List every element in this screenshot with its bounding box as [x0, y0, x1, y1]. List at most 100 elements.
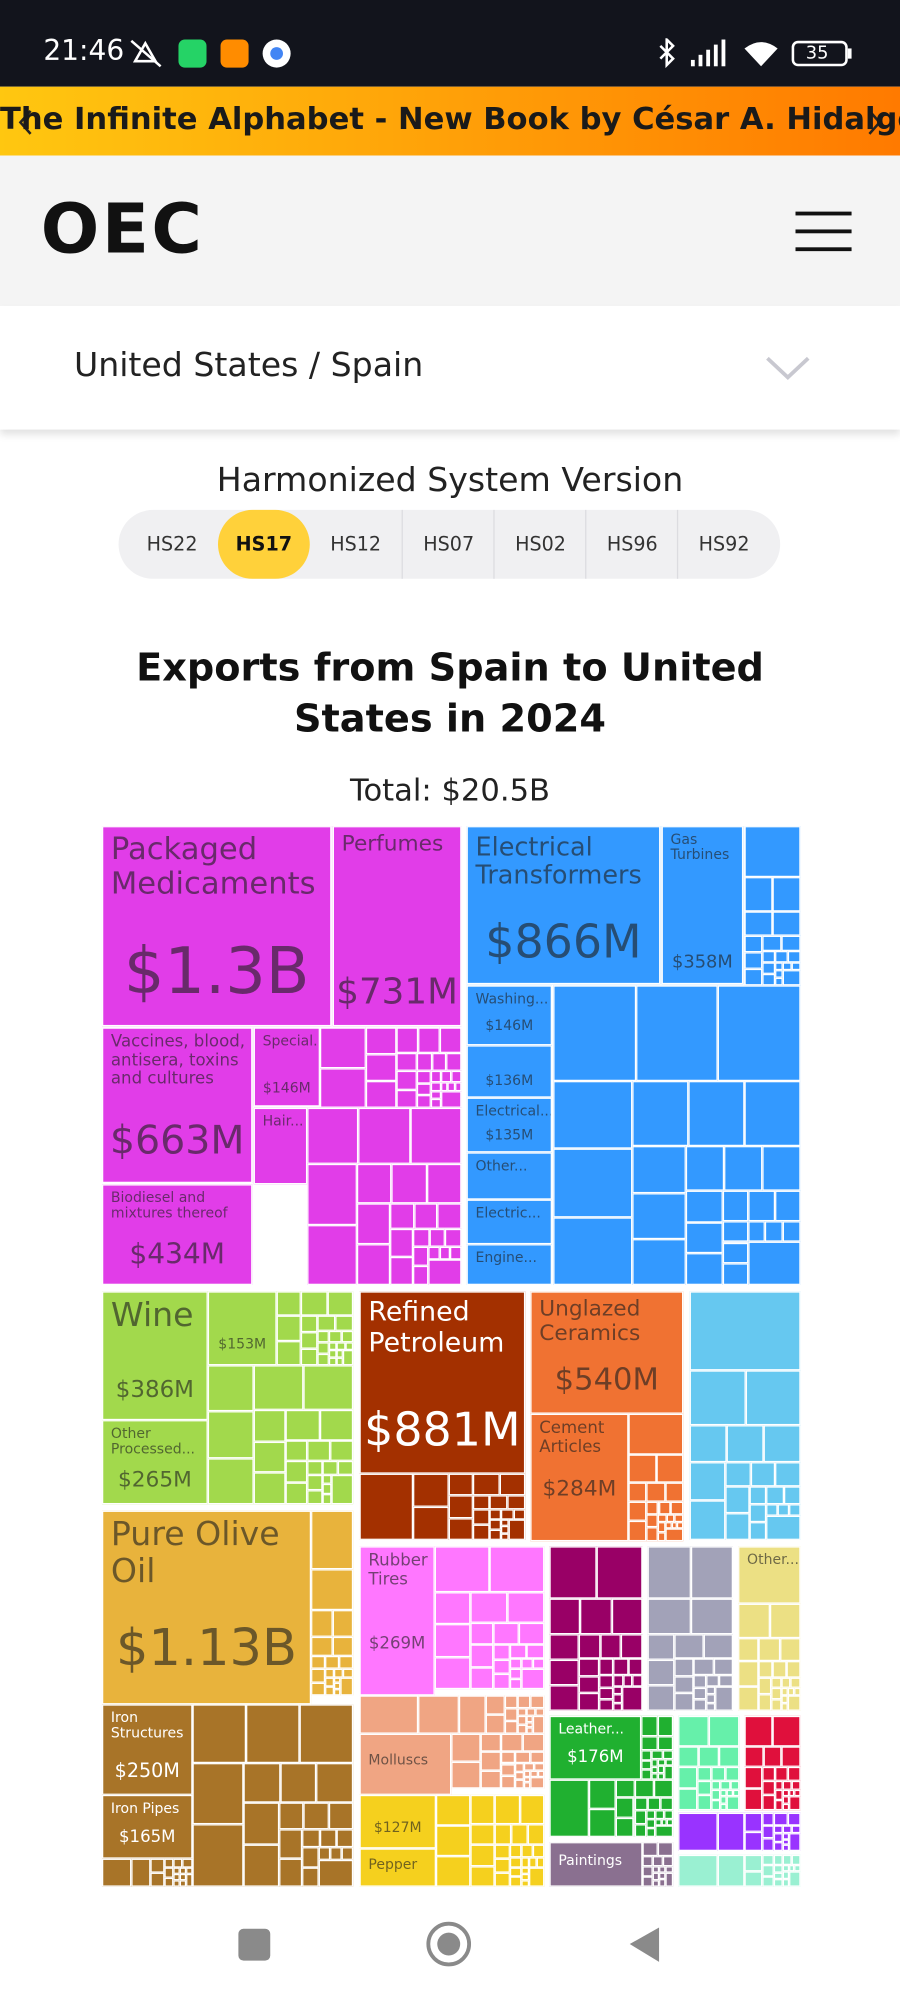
treemap-cell	[521, 1873, 529, 1881]
treemap-cell	[579, 1659, 600, 1677]
treemap-tile[interactable]: Iron Pipes $165M	[101, 1794, 193, 1859]
header: OEC	[0, 155, 900, 306]
banner[interactable]: The Infinite Alphabet - New Book by Césa…	[0, 86, 900, 156]
treemap-tile[interactable]: Biodiesel and mixtures thereof $434M	[101, 1184, 253, 1285]
tile-value: $731M	[336, 970, 458, 1013]
treemap-cell	[448, 1517, 474, 1540]
treemap-cell	[706, 1694, 715, 1703]
treemap-tile[interactable]: Electric...	[466, 1199, 552, 1245]
treemap-cell	[520, 1658, 533, 1669]
treemap-tile[interactable]: Rubber Tires $269M	[359, 1546, 435, 1696]
treemap-tile[interactable]: Electrical Transformers $866M	[466, 826, 661, 985]
treemap-cell	[615, 1817, 635, 1837]
treemap-cell	[333, 1668, 344, 1678]
treemap-cell	[772, 911, 801, 936]
treemap-cell	[535, 1707, 545, 1717]
treemap-cell	[762, 1854, 775, 1866]
treemap-tile[interactable]: Unglazed Ceramics $540M	[530, 1291, 684, 1414]
treemap-cell	[437, 1203, 462, 1230]
menu-button[interactable]	[795, 209, 854, 255]
treemap-cell	[486, 1695, 505, 1715]
treemap-cell	[470, 1865, 495, 1887]
treemap-cell	[510, 1877, 522, 1887]
treemap-tile[interactable]: Paintings	[549, 1842, 643, 1887]
treemap-tile[interactable]: Electrical... $135M	[466, 1097, 552, 1153]
treemap-cell	[130, 1858, 151, 1887]
treemap-cell	[703, 1634, 733, 1660]
banner-text[interactable]: The Infinite Alphabet - New Book by Césa…	[0, 100, 900, 137]
selector[interactable]: United States / Spain	[0, 305, 900, 430]
treemap-cell	[278, 1829, 303, 1859]
treemap-cell	[782, 1865, 789, 1872]
treemap-tile[interactable]: Packaged Medicaments $1.3B	[101, 826, 332, 1027]
treemap-cell	[670, 1501, 684, 1514]
hs-option[interactable]: HS92	[676, 509, 770, 579]
nav-buttons[interactable]	[0, 1899, 900, 1998]
treemap-cell	[686, 1222, 723, 1254]
treemap-cell	[688, 1081, 745, 1147]
treemap-cell	[330, 1847, 342, 1861]
treemap-cell	[322, 1484, 332, 1495]
hs-option[interactable]: HS17	[217, 509, 310, 579]
treemap-cell	[666, 1529, 684, 1542]
treemap-tile[interactable]: Wine $386M	[101, 1291, 208, 1421]
treemap-tile[interactable]: $127M	[359, 1794, 436, 1849]
hs-option[interactable]: HS22	[146, 532, 198, 556]
treemap-cell	[690, 1546, 734, 1599]
treemap-tile[interactable]: Other Processed... $265M	[101, 1420, 208, 1505]
treemap-tile[interactable]: Washing... $146M	[466, 985, 552, 1046]
treemap-cell	[725, 1461, 751, 1487]
treemap-tile[interactable]: Iron Structures $250M	[101, 1704, 193, 1795]
treemap-tile[interactable]: Refined Petroleum $881M	[359, 1291, 526, 1474]
treemap-tile[interactable]: Hair...	[253, 1107, 308, 1185]
treemap-cell	[758, 1661, 773, 1678]
treemap-tile[interactable]: Vaccines, blood, antisera, toxins and cu…	[101, 1027, 253, 1184]
treemap-cell	[330, 1439, 354, 1461]
treemap-tile[interactable]: Leather... $176M	[549, 1715, 642, 1780]
treemap-cell	[416, 1095, 432, 1108]
treemap-cell	[674, 1659, 694, 1677]
treemap-cell	[615, 1797, 635, 1818]
treemap-cell	[655, 1454, 684, 1483]
treemap-tile[interactable]: Other...	[738, 1546, 801, 1604]
treemap-cell	[671, 1522, 678, 1530]
treemap-tile[interactable]: Perfumes $731M	[332, 826, 462, 1027]
tile-value: $358M	[671, 952, 733, 973]
tile-value: $153M	[218, 1335, 267, 1353]
treemap-tile[interactable]: Pure Olive Oil $1.13B	[101, 1510, 312, 1705]
treemap-cell	[164, 1877, 174, 1887]
treemap-cell	[783, 1486, 801, 1504]
hs-option[interactable]: HS02	[493, 509, 586, 579]
treemap-tile[interactable]: Engine...	[466, 1244, 552, 1285]
treemap-cell	[311, 1637, 333, 1656]
treemap-cell	[319, 1067, 366, 1108]
treemap-tile[interactable]: $136M	[466, 1045, 552, 1098]
hs-option[interactable]: HS12	[330, 532, 382, 556]
treemap-tile[interactable]: Pepper	[359, 1848, 436, 1887]
treemap-cell	[173, 1873, 180, 1881]
treemap-cell	[470, 1824, 495, 1846]
tile-name: Vaccines, blood, antisera, toxins and cu…	[110, 1032, 245, 1089]
treemap-tile[interactable]: $153M	[207, 1291, 277, 1366]
treemap-cell	[744, 952, 763, 969]
treemap-cell	[782, 1803, 790, 1811]
treemap-cell	[299, 1704, 354, 1763]
treemap-cell	[192, 1824, 244, 1887]
chevron[interactable]	[765, 354, 811, 382]
treemap-tile[interactable]: Special... $146M	[253, 1027, 320, 1107]
treemap-cell	[390, 1229, 413, 1258]
hs-option[interactable]: HS96	[585, 509, 678, 579]
treemap-cell	[307, 1439, 331, 1461]
selector-label[interactable]: United States / Spain	[73, 346, 424, 385]
tile-name: Unglazed Ceramics	[539, 1296, 641, 1347]
logo[interactable]: OEC	[40, 188, 205, 269]
treemap-cell	[469, 1645, 494, 1668]
treemap-tile[interactable]: Molluscs	[359, 1733, 452, 1795]
treemap-cell	[782, 1871, 790, 1880]
treemap-tile[interactable]: Other...	[466, 1152, 552, 1200]
treemap-tile[interactable]: Gas Turbines $358M	[661, 826, 744, 985]
treemap-cell	[322, 1494, 332, 1505]
hs-option[interactable]: HS07	[401, 509, 495, 579]
treemap-tile[interactable]: Cement Articles $284M	[530, 1413, 629, 1542]
